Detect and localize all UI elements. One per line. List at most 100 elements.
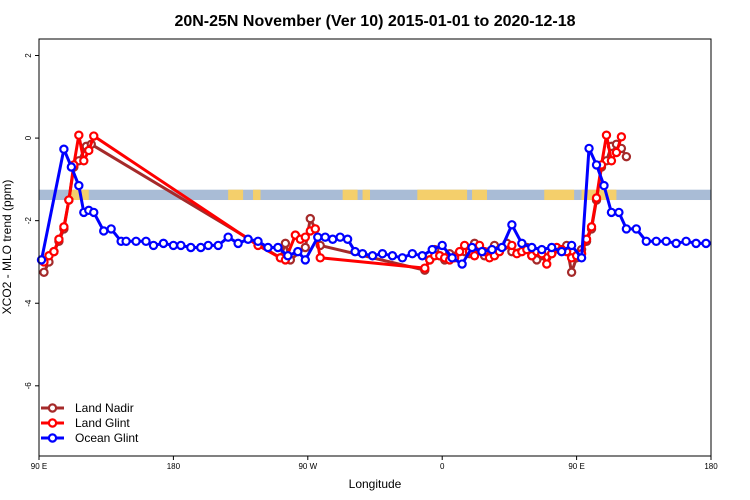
data-point (357, 248, 368, 259)
data-point (335, 232, 345, 242)
legend-item: Land Nadir (41, 401, 134, 415)
data-point (537, 244, 547, 255)
data-point (327, 234, 338, 244)
x-tick-label: 180 (167, 462, 181, 471)
data-point (477, 246, 487, 257)
data-point (74, 130, 84, 140)
data-point (320, 232, 330, 242)
data-point (300, 232, 311, 242)
data-point (507, 220, 517, 230)
data-point (387, 251, 398, 261)
x-tick-label: 0 (440, 462, 445, 471)
data-point (591, 193, 602, 203)
data-point (599, 180, 609, 191)
data-point (606, 156, 617, 166)
data-point (701, 238, 711, 249)
data-point (671, 238, 681, 249)
data-point (59, 222, 69, 232)
series-layer (36, 130, 711, 277)
data-point (168, 240, 179, 251)
data-point (469, 251, 480, 261)
data-point (54, 234, 64, 244)
data-point (517, 238, 527, 249)
data-point (367, 251, 378, 261)
x-tick-label: 180 (704, 462, 718, 471)
data-point (566, 240, 577, 251)
data-point (586, 222, 597, 232)
data-point (454, 246, 465, 257)
legend-item: Ocean Glint (41, 431, 139, 445)
legend-swatch-marker (47, 433, 58, 443)
data-point (606, 207, 617, 218)
data-point (79, 156, 89, 166)
data-point (566, 267, 577, 277)
plot-frame (38, 38, 712, 457)
legend-swatch-marker (47, 418, 58, 428)
data-point (556, 246, 567, 257)
data-point (148, 240, 159, 251)
data-point (293, 246, 303, 257)
data-point (611, 147, 622, 158)
ocean-band (39, 189, 711, 201)
data-point (273, 242, 283, 253)
y-tick-label: 2 (24, 53, 33, 58)
data-point (614, 207, 624, 218)
data-point (315, 253, 325, 263)
data-point (417, 251, 427, 261)
y-axis-label: XCO2 - MLO trend (ppm) (0, 180, 14, 315)
data-point (661, 236, 671, 247)
data-point (66, 162, 77, 172)
data-point (186, 242, 196, 253)
chart-title: 20N-25N November (Ver 10) 2015-01-01 to … (174, 13, 575, 30)
y-tick-label: -2 (24, 217, 33, 225)
data-point (547, 242, 557, 253)
data-point (223, 232, 233, 242)
data-point (300, 242, 311, 253)
x-tick-label: 90 E (568, 462, 584, 471)
data-point (420, 263, 430, 273)
data-point (601, 130, 612, 140)
data-point (233, 238, 243, 249)
data-point (64, 195, 74, 205)
y-tick-label: 0 (24, 135, 33, 140)
data-point (141, 236, 151, 247)
data-point (377, 248, 388, 259)
data-point (437, 240, 447, 251)
data-point (49, 246, 59, 257)
land-patch (228, 189, 244, 201)
land-patch (253, 189, 261, 201)
data-point (305, 213, 315, 224)
data-point (397, 253, 408, 263)
data-point (342, 234, 353, 244)
data-point (691, 238, 701, 249)
data-point (507, 240, 517, 251)
data-point (313, 232, 323, 242)
legend-label: Land Glint (75, 416, 130, 430)
data-point (457, 259, 467, 269)
data-point (99, 226, 109, 236)
data-point (631, 224, 642, 234)
data-point (283, 251, 293, 261)
y-tick-label: -4 (24, 299, 33, 307)
land-patch (472, 189, 487, 201)
data-point (616, 132, 627, 142)
land-patch (342, 189, 358, 201)
data-point (350, 246, 360, 257)
data-point (213, 240, 223, 251)
data-point (542, 259, 552, 269)
data-point (591, 160, 602, 170)
data-point (621, 224, 632, 234)
data-point (89, 131, 99, 141)
data-point (651, 236, 661, 247)
axes: 90 E 180 90 W 0 90 E 180 2 0 -2 -4 -6 (24, 53, 718, 471)
data-point (310, 224, 320, 234)
data-point (84, 145, 94, 156)
y-tick-label: -6 (24, 382, 33, 390)
data-point (641, 236, 651, 247)
data-point (158, 238, 169, 249)
land-ocean-band (39, 189, 711, 201)
data-point (584, 143, 594, 154)
data-point (527, 242, 537, 253)
